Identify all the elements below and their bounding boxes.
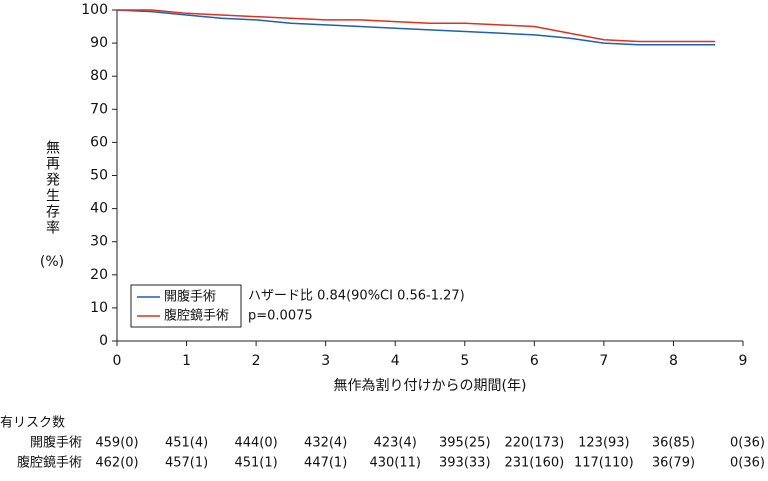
- y-tick-label: 30: [90, 234, 108, 250]
- risk-row-label: 開腹手術: [30, 435, 82, 451]
- x-tick-label: 6: [530, 353, 539, 369]
- risk-value: 0(36): [730, 456, 765, 471]
- x-tick-label: 8: [669, 353, 678, 369]
- y-tick-label: 70: [90, 101, 108, 117]
- risk-value: 423(4): [374, 436, 417, 451]
- risk-value: 393(33): [439, 456, 491, 471]
- risk-value: 430(11): [369, 456, 421, 471]
- risk-value: 395(25): [439, 436, 491, 451]
- risk-value: 123(93): [578, 436, 630, 451]
- y-tick-label: 0: [99, 333, 108, 349]
- x-tick-label: 7: [599, 353, 608, 369]
- survival-curve: [117, 9, 716, 43]
- x-tick-label: 9: [739, 353, 748, 369]
- y-tick-label: 100: [81, 2, 108, 18]
- y-axis-unit: (%): [40, 254, 64, 270]
- y-tick-label: 80: [90, 68, 108, 84]
- risk-row-label: 腹腔鏡手術: [17, 455, 82, 471]
- risk-value: 36(85): [652, 436, 695, 451]
- risk-value: 457(1): [165, 456, 208, 471]
- y-tick-label: 40: [90, 201, 108, 217]
- survival-curve: [116, 9, 716, 46]
- risk-value: 447(1): [304, 456, 347, 471]
- legend-box: [130, 284, 242, 328]
- annotation: p=0.0075: [248, 309, 313, 324]
- x-tick-label: 3: [321, 353, 330, 369]
- legend-label: 腹腔鏡手術: [164, 308, 229, 324]
- x-axis-label: 無作為割り付けからの期間(年): [334, 377, 527, 394]
- risk-value: 459(0): [95, 436, 138, 451]
- risk-value: 451(1): [234, 456, 277, 471]
- annotation: ハザード比 0.84(90%CI 0.56-1.27): [248, 289, 465, 304]
- x-tick-label: 2: [252, 353, 261, 369]
- legend-label: 開腹手術: [164, 289, 216, 305]
- risk-value: 462(0): [95, 456, 138, 471]
- risk-value: 231(160): [504, 456, 564, 471]
- y-tick-label: 20: [90, 267, 108, 283]
- risk-table-title: 有リスク数: [0, 416, 65, 431]
- x-tick-label: 5: [460, 353, 469, 369]
- risk-value: 451(4): [165, 436, 208, 451]
- risk-value: 117(110): [574, 456, 634, 471]
- y-tick-label: 60: [90, 134, 108, 150]
- y-axis-label: 無再発生存率: [44, 140, 60, 236]
- risk-value: 220(173): [504, 436, 564, 451]
- risk-value: 444(0): [234, 436, 277, 451]
- y-tick-label: 90: [90, 35, 108, 51]
- x-tick-label: 4: [391, 353, 400, 369]
- risk-value: 0(36): [730, 436, 765, 451]
- x-tick-label: 0: [113, 353, 122, 369]
- risk-value: 36(79): [652, 456, 695, 471]
- x-tick-label: 1: [182, 353, 191, 369]
- y-tick-label: 10: [90, 300, 108, 316]
- y-tick-label: 50: [90, 168, 108, 184]
- risk-value: 432(4): [304, 436, 347, 451]
